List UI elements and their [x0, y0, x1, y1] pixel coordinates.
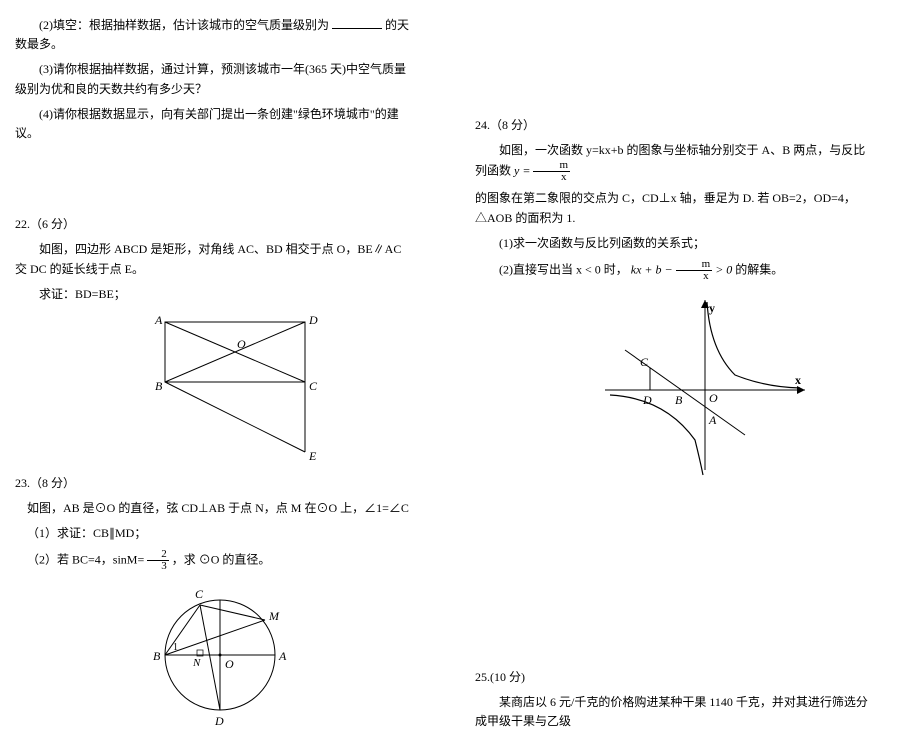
- rectangle-diagram: A D B C E O: [145, 312, 415, 466]
- axis-x: x: [795, 373, 801, 387]
- q21-2: (2)填空：根据抽样数据，估计该城市的空气质量级别为 的天数最多。: [15, 16, 415, 54]
- frac-m-den2: x: [676, 271, 713, 282]
- left-column: (2)填空：根据抽样数据，估计该城市的空气质量级别为 的天数最多。 (3)请你根…: [0, 0, 430, 752]
- q24-2a: (2)直接写出当 x < 0 时，: [499, 262, 628, 276]
- label-N: N: [192, 657, 201, 669]
- q23-2b: ，求 ⊙O 的直径。: [172, 553, 271, 567]
- label-C2: C: [195, 587, 204, 601]
- circle-diagram: C M B A D O N 1: [135, 580, 415, 734]
- label-C3: C: [640, 355, 649, 369]
- frac-m-x-1: m x: [533, 160, 570, 183]
- q24-body1: 如图，一次函数 y=kx+b 的图象与坐标轴分别交于 A、B 两点，与反比列函数…: [475, 141, 875, 183]
- q23-1: （1）求证：CB∥MD；: [15, 524, 415, 543]
- blank-fill: [332, 17, 382, 29]
- q24-2b: 的解集。: [735, 262, 783, 276]
- label-O2: O: [225, 657, 234, 671]
- axis-y: y: [709, 301, 715, 315]
- label-D3: D: [642, 393, 652, 407]
- frac-two-thirds: 2 3: [147, 549, 169, 572]
- q23-2a: （2）若 BC=4，sinM=: [27, 553, 144, 567]
- label-O3: O: [709, 391, 718, 405]
- q21-4: (4)请你根据数据显示，向有关部门提出一条创建"绿色环境城市"的建议。: [15, 105, 415, 143]
- q24-body2: 的图象在第二象限的交点为 C，CD⊥x 轴，垂足为 D. 若 OB=2，OD=4…: [475, 189, 875, 227]
- q23-2: （2）若 BC=4，sinM= 2 3 ，求 ⊙O 的直径。: [15, 549, 415, 572]
- label-A2: A: [278, 649, 287, 663]
- q23-body: 如图，AB 是⊙O 的直径，弦 CD⊥AB 于点 N，点 M 在⊙O 上，∠1=…: [15, 499, 415, 518]
- frac-den: 3: [147, 561, 169, 572]
- frac-m-x-2: m x: [676, 259, 713, 282]
- label-O: O: [237, 337, 246, 351]
- gt0: > 0: [715, 262, 732, 276]
- q25-body: 某商店以 6 元/千克的价格购进某种干果 1140 千克，并对其进行筛选分成甲级…: [475, 693, 875, 731]
- label-B: B: [155, 379, 163, 393]
- q24-1: (1)求一次函数与反比列函数的关系式；: [475, 234, 875, 253]
- label-C: C: [309, 379, 318, 393]
- label-B2: B: [153, 649, 161, 663]
- y-eq: y =: [514, 164, 530, 178]
- q25-head: 25.(10 分): [475, 668, 875, 687]
- q21-3: (3)请你根据抽样数据，通过计算，预测该城市一年(365 天)中空气质量级别为优…: [15, 60, 415, 98]
- label-one: 1: [173, 642, 178, 653]
- q22-head: 22.（6 分）: [15, 215, 415, 234]
- label-E: E: [308, 449, 317, 462]
- label-B3: B: [675, 393, 683, 407]
- label-M: M: [268, 609, 280, 623]
- label-D2: D: [214, 714, 224, 728]
- right-column: 24.（8 分） 如图，一次函数 y=kx+b 的图象与坐标轴分别交于 A、B …: [460, 0, 890, 748]
- q22-body: 如图，四边形 ABCD 是矩形，对角线 AC、BD 相交于点 O，BE∥AC 交…: [15, 240, 415, 278]
- q22-ask: 求证：BD=BE；: [15, 285, 415, 304]
- q24-2: (2)直接写出当 x < 0 时， kx + b − m x > 0 的解集。: [475, 259, 875, 282]
- kxb-minus: kx + b −: [631, 262, 673, 276]
- label-A: A: [154, 313, 163, 327]
- label-A3: A: [708, 413, 717, 427]
- q23-head: 23.（8 分）: [15, 474, 415, 493]
- q21-2-text-a: (2)填空：根据抽样数据，估计该城市的空气质量级别为: [39, 18, 329, 32]
- label-D: D: [308, 313, 318, 327]
- hyperbola-diagram: y x O C D B A: [595, 290, 875, 484]
- q24-head: 24.（8 分）: [475, 116, 875, 135]
- frac-m-den: x: [533, 172, 570, 183]
